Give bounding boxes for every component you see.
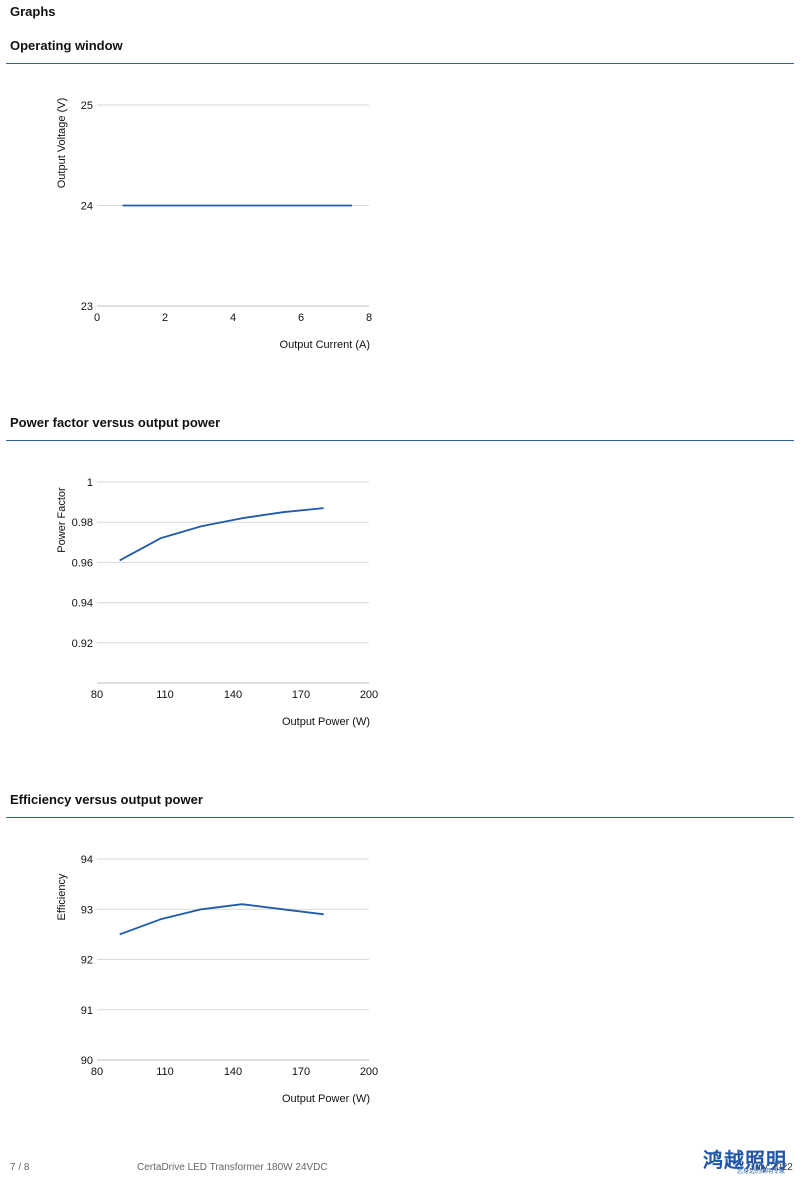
y-tick-label: 23 xyxy=(81,301,93,313)
x-tick-label: 4 xyxy=(230,312,236,324)
x-tick-label: 2 xyxy=(162,312,168,324)
y-axis-label: Efficiency xyxy=(56,873,68,920)
company-logo: 鸿越照明 您身边的照明专家 xyxy=(703,1144,795,1175)
y-tick-label: 25 xyxy=(81,100,93,112)
logo-text: 鸿越照明 xyxy=(703,1148,787,1172)
series-line xyxy=(119,903,324,936)
x-tick-label: 110 xyxy=(156,689,174,701)
y-tick-label: 24 xyxy=(81,201,93,213)
footer-page-number: 7 / 8 xyxy=(10,1162,30,1173)
footer-product-name: CertaDrive LED Transformer 180W 24VDC xyxy=(137,1162,328,1173)
x-axis-label: Output Power (W) xyxy=(282,1093,370,1105)
y-tick-label: 0.96 xyxy=(72,557,93,569)
x-axis-label: Output Current (A) xyxy=(280,339,370,351)
power-factor-chart: 0.92 0.94 0.96 0.98 1 80 110 140 170 200 Output Po… xyxy=(56,477,378,728)
y-tick-label: 92 xyxy=(81,955,93,967)
x-tick-label: 200 xyxy=(360,1066,378,1078)
y-tick-label: 0.92 xyxy=(72,638,93,650)
section-divider xyxy=(6,440,794,441)
section-divider xyxy=(6,63,794,64)
section-divider xyxy=(6,817,794,818)
x-tick-label: 110 xyxy=(156,1066,174,1078)
y-tick-label: 0.94 xyxy=(72,598,93,610)
x-axis-label: Output Power (W) xyxy=(282,716,370,728)
efficiency-chart: 90 91 92 93 94 80 110 140 170 200 Output Power (W)… xyxy=(56,854,378,1105)
x-tick-label: 200 xyxy=(360,689,378,701)
y-tick-label: 90 xyxy=(81,1055,93,1067)
section-title-power-factor: Power factor versus output power xyxy=(10,415,221,430)
x-tick-label: 6 xyxy=(298,312,304,324)
y-tick-label: 93 xyxy=(81,904,93,916)
y-tick-label: 1 xyxy=(87,477,93,489)
series-line xyxy=(119,507,324,562)
y-tick-label: 94 xyxy=(81,854,93,866)
x-tick-label: 140 xyxy=(224,689,242,701)
y-axis-label: Power Factor xyxy=(56,487,68,553)
y-tick-label: 0.98 xyxy=(72,517,93,529)
footer-date: July 2022 xyxy=(750,1162,793,1173)
x-tick-label: 170 xyxy=(292,1066,310,1078)
page-title: Graphs xyxy=(10,4,56,19)
x-tick-label: 140 xyxy=(224,1066,242,1078)
x-tick-label: 170 xyxy=(292,689,310,701)
section-title-operating-window: Operating window xyxy=(10,38,123,53)
x-tick-label: 80 xyxy=(91,1066,103,1078)
y-axis-label: Output Voltage (V) xyxy=(56,98,68,189)
y-tick-label: 91 xyxy=(81,1005,93,1017)
x-tick-label: 80 xyxy=(91,689,103,701)
x-tick-label: 0 xyxy=(94,312,100,324)
x-tick-label: 8 xyxy=(366,312,372,324)
section-title-efficiency: Efficiency versus output power xyxy=(10,792,203,807)
logo-subtext: 您身边的照明专家 xyxy=(737,1168,786,1175)
